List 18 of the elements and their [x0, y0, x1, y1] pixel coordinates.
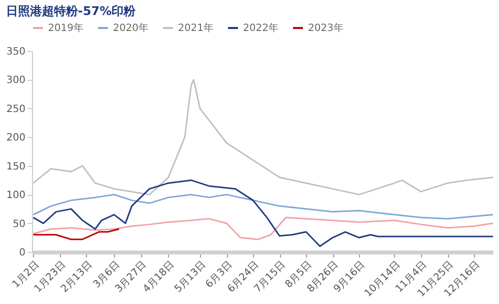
legend-label: 2021年: [178, 22, 214, 34]
y-tick-label: 300: [6, 75, 26, 86]
y-tick-label: 100: [6, 190, 26, 202]
chart-title: 日照港超特粉-57%印粉: [6, 4, 137, 18]
y-tick-label: 0: [19, 248, 26, 258]
line-series: [32, 228, 120, 240]
line-series: [32, 216, 494, 240]
y-tick-label: 50: [12, 218, 26, 230]
legend-label: 2022年: [243, 22, 278, 34]
legend-label: 2019年: [48, 22, 84, 34]
legend-label: 2023年: [308, 22, 344, 34]
line-series: [32, 179, 494, 248]
y-tick-label: 250: [6, 104, 26, 115]
line-series: [32, 194, 494, 220]
y-tick-label: 150: [6, 161, 26, 172]
legend-label: 2020年: [113, 22, 148, 34]
y-tick-label: 350: [6, 46, 26, 58]
y-tick-label: 200: [6, 132, 26, 144]
